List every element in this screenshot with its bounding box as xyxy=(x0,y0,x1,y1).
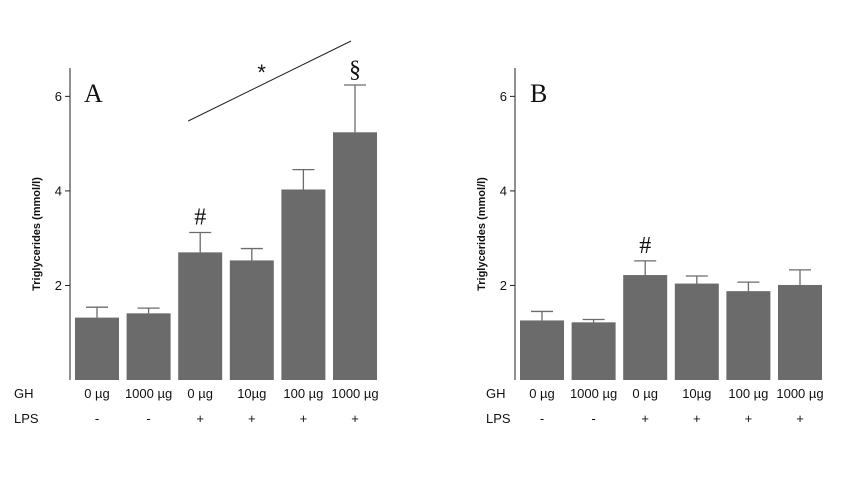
bar xyxy=(726,291,771,380)
x-tick-label: 1000 µg xyxy=(331,386,378,401)
row-label-gh: GH xyxy=(14,386,34,401)
trend-line xyxy=(187,40,352,122)
panel-letter: B xyxy=(530,79,547,108)
lps-tick-label: + xyxy=(641,411,649,426)
bar xyxy=(333,132,377,380)
lps-tick-label: + xyxy=(796,411,804,426)
bar xyxy=(178,252,223,380)
bar xyxy=(520,320,564,380)
y-tick-label: 6 xyxy=(55,89,62,104)
bar xyxy=(571,322,616,380)
y-tick-label: 2 xyxy=(55,278,62,293)
y-axis-label: Triglycerides (mmol/l) xyxy=(476,177,488,291)
lps-tick-label: + xyxy=(693,411,701,426)
bar xyxy=(674,283,719,380)
y-axis-label: Triglycerides (mmol/l) xyxy=(31,177,43,291)
bar xyxy=(281,189,326,380)
chart-panel-a: 2 4 6 Triglycerides (mmol/l) A GH LPS 0 µg - 1000… xyxy=(14,40,379,426)
lps-tick-label: - xyxy=(591,411,595,426)
bar xyxy=(778,284,822,380)
lps-tick-label: + xyxy=(248,411,256,426)
significance-mark: # xyxy=(194,205,206,231)
x-tick-label: 1000 µg xyxy=(570,386,617,401)
row-label-lps: LPS xyxy=(14,411,39,426)
x-tick-label: 0 µg xyxy=(84,386,110,401)
lps-tick-label: - xyxy=(95,411,99,426)
chart-panel-b: 2 4 6 Triglycerides (mmol/l) B GH LPS 0 µg - 1000… xyxy=(476,68,824,426)
bar xyxy=(75,317,119,380)
y-tick-label: 4 xyxy=(500,183,507,198)
y-tick-label: 6 xyxy=(500,89,507,104)
lps-tick-label: + xyxy=(351,411,359,426)
lps-tick-label: + xyxy=(745,411,753,426)
y-tick-label: 4 xyxy=(55,183,62,198)
trend-significance-mark: * xyxy=(257,60,266,85)
lps-tick-label: + xyxy=(196,411,204,426)
row-label-lps: LPS xyxy=(486,411,511,426)
bar xyxy=(623,275,668,380)
lps-tick-label: + xyxy=(300,411,308,426)
x-tick-label: 10µg xyxy=(237,386,266,401)
significance-mark: § xyxy=(349,57,361,83)
significance-mark: # xyxy=(639,233,651,259)
x-tick-label: 0 µg xyxy=(529,386,555,401)
x-tick-label: 1000 µg xyxy=(125,386,172,401)
bar xyxy=(229,260,274,380)
lps-tick-label: - xyxy=(540,411,544,426)
x-tick-label: 0 µg xyxy=(632,386,658,401)
x-tick-label: 100 µg xyxy=(283,386,323,401)
x-tick-label: 1000 µg xyxy=(776,386,823,401)
bar xyxy=(126,313,171,380)
panel-letter: A xyxy=(84,79,103,108)
y-tick-label: 2 xyxy=(500,278,507,293)
x-tick-label: 100 µg xyxy=(728,386,768,401)
lps-tick-label: - xyxy=(146,411,150,426)
row-label-gh: GH xyxy=(486,386,506,401)
x-tick-label: 10µg xyxy=(682,386,711,401)
x-tick-label: 0 µg xyxy=(187,386,213,401)
